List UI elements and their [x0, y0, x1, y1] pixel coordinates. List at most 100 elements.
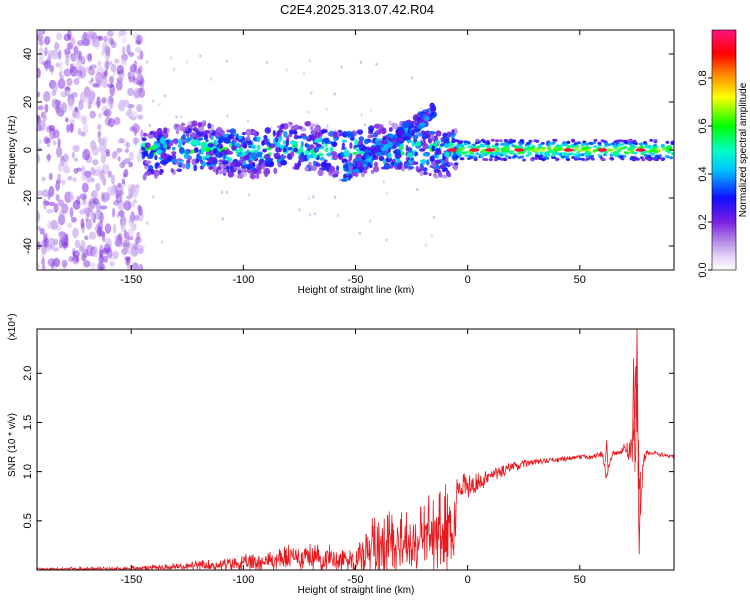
spectrogram-cell [126, 43, 131, 55]
spectrogram-cell [285, 68, 288, 72]
spectrogram-cell [205, 139, 209, 143]
spectrogram-cell [81, 115, 87, 125]
spectrogram-cell [363, 123, 367, 127]
spectrogram-cell [408, 166, 415, 170]
spectrogram-cell [128, 151, 134, 161]
spectrogram-cell [435, 140, 441, 144]
spectrogram-cell [103, 35, 108, 43]
spectrogram-cell [373, 124, 381, 129]
spectrogram-cell [357, 153, 362, 160]
spectrogram-x-axis-label: Height of straight line (km) [298, 285, 415, 296]
spectrogram-cell [135, 39, 141, 45]
spectrogram-cell [115, 184, 124, 195]
spectrogram-cell [510, 150, 515, 154]
spectrogram-cell [371, 149, 375, 154]
spectrogram-cell [491, 144, 496, 148]
spectrogram-cell [37, 142, 40, 148]
spectrogram-cell [103, 255, 109, 263]
spectrogram-cell [531, 149, 536, 153]
spectrogram-cell [230, 161, 238, 167]
snr-plot-area [37, 329, 674, 570]
spectrogram-cell [314, 131, 321, 139]
spectrogram-cell [406, 139, 413, 144]
spectrogram-cell [215, 168, 219, 175]
spectrogram-cell [159, 168, 163, 176]
spectrogram-cell [144, 165, 148, 170]
spectrogram-cell [584, 148, 589, 152]
spectrogram-cell [261, 140, 265, 146]
spectrogram-cell [57, 78, 66, 90]
spectrogram-cell [186, 159, 191, 165]
spectrogram-cell [577, 157, 582, 161]
spectrogram-cell [126, 257, 130, 263]
spectrogram-cell [563, 152, 568, 156]
spectrogram-cell [96, 226, 103, 237]
spectrogram-cell [613, 146, 618, 150]
spectrogram-cell [309, 149, 314, 154]
spectrogram-cell [121, 46, 126, 55]
spectrogram-cell [136, 104, 143, 113]
spectrogram-cell [75, 255, 80, 263]
x-tick-label: -100 [232, 574, 254, 586]
spectrogram-cell [201, 161, 207, 168]
colorbar-label: Normalized spectral amplitude [738, 82, 749, 217]
spectrogram-cell [221, 190, 224, 194]
spectrogram-cell [152, 171, 160, 175]
spectrogram-cell [603, 153, 607, 157]
spectrogram-cell [412, 114, 419, 122]
spectrogram-cell [375, 62, 378, 66]
spectrogram-cell [116, 77, 124, 82]
spectrogram-cell [266, 143, 272, 147]
spectrogram-cell [399, 146, 404, 150]
spectrogram-cell [654, 145, 659, 149]
spectrogram-cell [109, 75, 114, 85]
spectrogram-cell [308, 213, 311, 217]
spectrogram-cell [228, 157, 233, 163]
spectrogram-cell [388, 120, 392, 126]
spectrogram-cell [64, 86, 71, 91]
spectrogram-cell [250, 144, 257, 150]
spectrogram-cell [91, 247, 99, 258]
spectrogram-cell [42, 200, 50, 205]
colorbar-gradient [711, 29, 737, 271]
spectrogram-cell [383, 162, 391, 170]
spectrogram-cell [52, 257, 61, 268]
spectrogram-cell [70, 36, 76, 47]
spectrogram-cell [175, 115, 178, 119]
spectrogram-cell [37, 105, 44, 111]
spectrogram-cell [161, 240, 164, 244]
spectrogram-cell [47, 49, 55, 56]
spectrogram-cell [300, 133, 307, 137]
spectrogram-cell [373, 165, 380, 173]
spectrogram-cell [219, 152, 223, 158]
spectrogram-cell [514, 146, 519, 149]
spectrogram-cell [422, 142, 429, 150]
spectrogram-cell [451, 129, 455, 135]
spectrogram-cell [37, 225, 41, 231]
colorbar-tick-label: 0.6 [697, 118, 709, 133]
spectrogram-cell [264, 161, 269, 167]
spectrogram-cell [350, 136, 355, 141]
spectrogram-cell [485, 148, 496, 152]
spectrogram-cell [667, 146, 672, 150]
spectrogram-cell [670, 142, 674, 145]
spectrogram-cell [37, 153, 41, 165]
spectrogram-cell [62, 241, 69, 249]
spectrogram-cell [77, 128, 82, 136]
spectrogram-cell [670, 152, 674, 156]
spectrogram-cell [593, 145, 598, 148]
spectrogram-cell [574, 157, 578, 161]
spectrogram-cell [351, 171, 357, 177]
spectrogram-cell [486, 141, 491, 145]
spectrogram-y-axis-label: Frequency (Hz) [7, 116, 18, 185]
spectrogram-cell [142, 173, 147, 181]
x-tick-label: 0 [465, 274, 471, 286]
spectrogram-cell [106, 83, 114, 88]
spectrogram-cell [643, 154, 648, 157]
spectrogram-cell [565, 155, 570, 159]
spectrogram-cell [210, 135, 214, 141]
spectrogram-cell [350, 131, 355, 138]
spectrogram-cell [372, 132, 376, 138]
spectrogram-cell [320, 129, 328, 134]
spectrogram-cell [256, 136, 261, 141]
